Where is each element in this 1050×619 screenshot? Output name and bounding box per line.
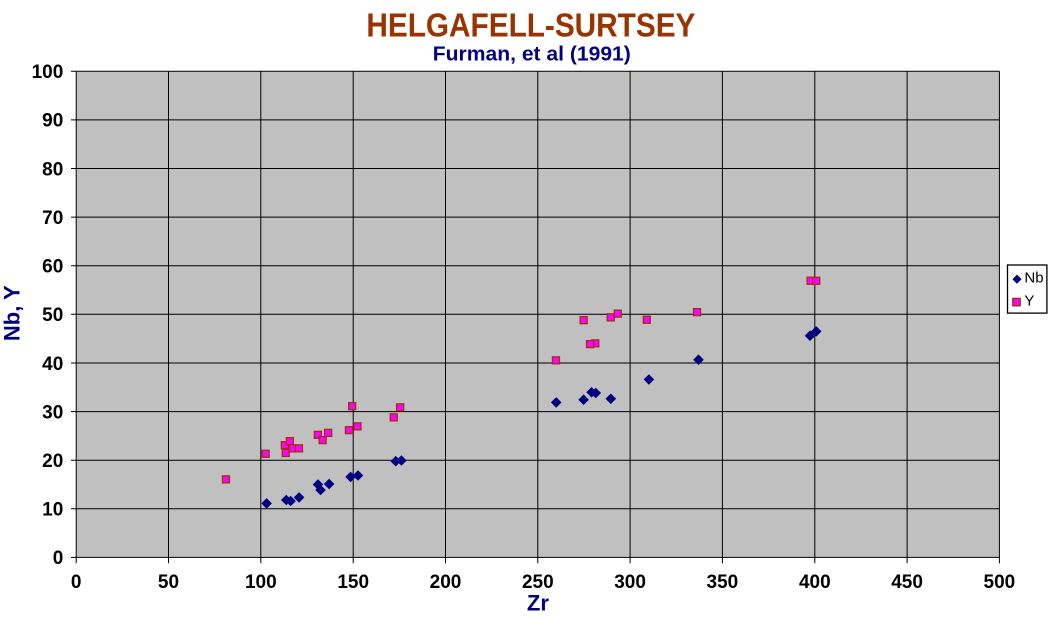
svg-text:HELGAFELL-SURTSEY: HELGAFELL-SURTSEY [366, 7, 695, 44]
svg-text:50: 50 [158, 572, 179, 593]
svg-text:Y: Y [1024, 292, 1034, 309]
svg-text:0: 0 [53, 548, 64, 569]
svg-text:Nb: Nb [1024, 270, 1043, 287]
svg-text:Zr: Zr [527, 590, 549, 615]
svg-text:Furman, et al (1991): Furman, et al (1991) [433, 43, 631, 65]
svg-text:90: 90 [42, 111, 63, 132]
svg-text:400: 400 [799, 572, 831, 593]
svg-text:Nb, Y: Nb, Y [0, 285, 24, 341]
svg-text:60: 60 [42, 257, 63, 278]
svg-text:500: 500 [984, 572, 1016, 593]
svg-text:10: 10 [42, 500, 63, 521]
svg-text:350: 350 [707, 572, 739, 593]
svg-text:0: 0 [71, 572, 82, 593]
svg-text:150: 150 [337, 572, 369, 593]
svg-text:200: 200 [430, 572, 462, 593]
svg-text:100: 100 [245, 572, 277, 593]
svg-text:100: 100 [32, 62, 64, 83]
svg-text:20: 20 [42, 451, 63, 472]
svg-text:50: 50 [42, 305, 63, 326]
svg-text:70: 70 [42, 208, 63, 229]
svg-text:300: 300 [614, 572, 646, 593]
svg-text:80: 80 [42, 159, 63, 180]
svg-text:30: 30 [42, 402, 63, 423]
svg-text:40: 40 [42, 354, 63, 375]
svg-text:450: 450 [891, 572, 923, 593]
svg-text:250: 250 [522, 572, 554, 593]
